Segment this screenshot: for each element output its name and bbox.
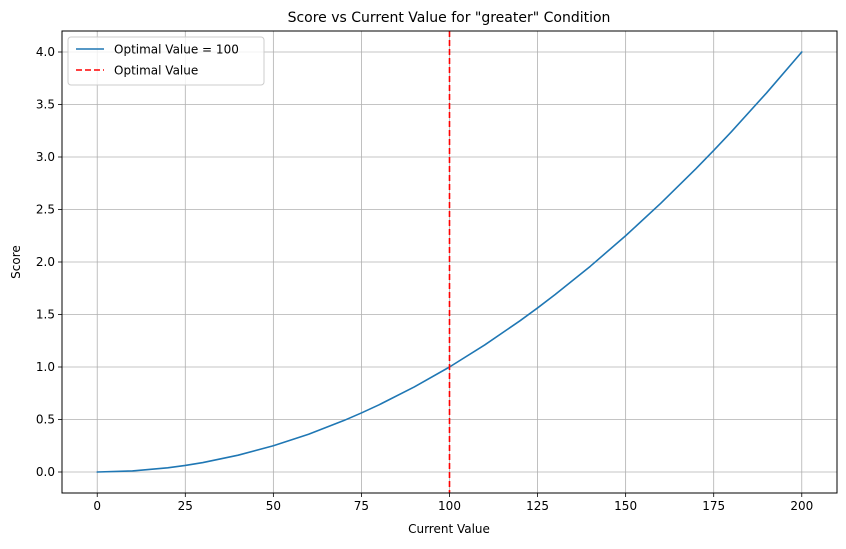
y-axis-label: Score bbox=[9, 245, 23, 279]
legend-label-optimal-value-line: Optimal Value bbox=[114, 64, 198, 78]
x-tick-label: 25 bbox=[178, 499, 193, 513]
y-tick-label: 2.5 bbox=[36, 203, 55, 217]
y-tick-label: 3.5 bbox=[36, 98, 55, 112]
x-tick-label: 0 bbox=[93, 499, 101, 513]
y-tick-label: 2.0 bbox=[36, 255, 55, 269]
y-tick-label: 0.5 bbox=[36, 413, 55, 427]
x-tick-label: 100 bbox=[438, 499, 461, 513]
x-tick-label: 50 bbox=[266, 499, 281, 513]
x-axis-label: Current Value bbox=[408, 522, 490, 536]
axis-ticks: 0 25 50 75 100 125 150 175 200 0.0 0.5 1.0 1.5 2.0 2.5… bbox=[36, 45, 813, 513]
x-tick-label: 175 bbox=[702, 499, 725, 513]
chart-title: Score vs Current Value for "greater" Con… bbox=[288, 10, 611, 26]
x-tick-label: 200 bbox=[790, 499, 813, 513]
legend-box bbox=[67, 36, 265, 86]
y-tick-label: 3.0 bbox=[36, 150, 55, 164]
y-tick-label: 4.0 bbox=[36, 45, 55, 59]
legend-label-optimal-value-curve: Optimal Value = 100 bbox=[114, 43, 239, 57]
x-tick-label: 75 bbox=[354, 499, 369, 513]
plot-series bbox=[96, 31, 803, 493]
legend: Optimal Value = 100 Optimal Value bbox=[67, 36, 265, 86]
y-tick-label: 1.0 bbox=[36, 360, 55, 374]
x-tick-label: 125 bbox=[526, 499, 549, 513]
y-tick-label: 1.5 bbox=[36, 308, 55, 322]
y-tick-label: 0.0 bbox=[36, 465, 55, 479]
x-tick-label: 150 bbox=[614, 499, 637, 513]
